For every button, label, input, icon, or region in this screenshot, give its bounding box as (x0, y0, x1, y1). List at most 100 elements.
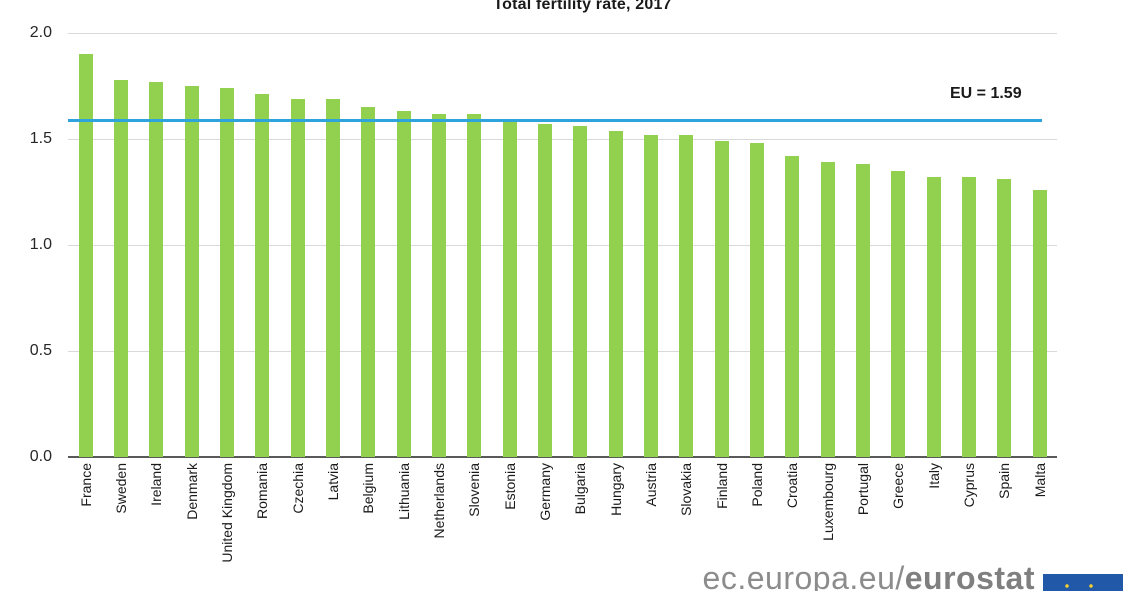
plot-area (68, 33, 1057, 458)
bar-netherlands (431, 113, 446, 457)
bar-czechia (290, 98, 305, 457)
bar-spain (997, 179, 1012, 457)
bar-slot-hungary (598, 33, 633, 457)
eu-reference-line (68, 118, 1042, 122)
x-label-lithuania: Lithuania (395, 463, 412, 520)
bar-slot-malta (1022, 33, 1057, 457)
x-axis-line (68, 456, 1057, 458)
bar-slot-poland (739, 33, 774, 457)
bar-lithuania (396, 111, 411, 457)
x-label-romania: Romania (254, 463, 271, 520)
y-tick-label: 1.0 (29, 236, 52, 253)
bars-group (68, 33, 1057, 457)
bar-croatia (785, 155, 800, 457)
x-label-portugal: Portugal (854, 463, 871, 516)
gridline (68, 33, 1057, 34)
bar-slot-italy (916, 33, 951, 457)
eu-flag-icon (1043, 574, 1123, 591)
x-label-greece: Greece (890, 463, 907, 509)
bar-slot-latvia (315, 33, 350, 457)
bar-romania (255, 94, 270, 457)
bar-germany (537, 124, 552, 457)
gridline (68, 139, 1057, 140)
x-label-luxembourg: Luxembourg (819, 463, 836, 541)
bar-hungary (608, 130, 623, 457)
bar-slot-portugal (845, 33, 880, 457)
bar-slot-france (68, 33, 103, 457)
bar-slot-germany (527, 33, 562, 457)
bar-ireland (149, 81, 164, 457)
bar-denmark (184, 86, 199, 457)
y-tick-label: 0.5 (29, 342, 52, 359)
x-label-hungary: Hungary (607, 463, 624, 516)
x-label-spain: Spain (996, 463, 1013, 499)
bar-slot-bulgaria (563, 33, 598, 457)
bar-sweden (113, 79, 128, 457)
chart-title: Total fertility rate, 2017 (493, 0, 672, 13)
bar-slot-belgium (351, 33, 386, 457)
bar-slot-finland (704, 33, 739, 457)
bar-slot-lithuania (386, 33, 421, 457)
bar-slovakia (679, 134, 694, 457)
x-label-france: France (77, 463, 94, 507)
bar-cyprus (961, 177, 976, 457)
bar-estonia (502, 119, 517, 457)
bar-slot-sweden (103, 33, 138, 457)
x-label-italy: Italy (925, 463, 942, 489)
y-tick-label: 1.5 (29, 130, 52, 147)
eu-reference-label: EU = 1.59 (950, 84, 1022, 102)
watermark-prefix: ec.europa.eu/ (702, 560, 905, 591)
bar-slot-luxembourg (810, 33, 845, 457)
x-label-slovenia: Slovenia (466, 463, 483, 517)
y-tick-label: 0.0 (29, 448, 52, 465)
bar-poland (749, 143, 764, 457)
bar-slot-denmark (174, 33, 209, 457)
bar-slot-ireland (139, 33, 174, 457)
bar-austria (643, 134, 658, 457)
bar-luxembourg (820, 162, 835, 457)
gridline (68, 245, 1057, 246)
x-label-cyprus: Cyprus (960, 463, 977, 508)
x-label-united-kingdom: United Kingdom (218, 463, 235, 563)
bar-latvia (325, 98, 340, 457)
bar-portugal (855, 164, 870, 457)
bar-slot-croatia (775, 33, 810, 457)
bar-malta (1032, 189, 1047, 457)
watermark: ec.europa.eu/eurostat (0, 560, 1035, 591)
bar-slot-greece (881, 33, 916, 457)
x-label-belgium: Belgium (360, 463, 377, 514)
bar-slot-romania (245, 33, 280, 457)
x-label-denmark: Denmark (183, 463, 200, 520)
x-label-poland: Poland (748, 463, 765, 507)
x-label-croatia: Croatia (784, 463, 801, 509)
x-label-slovakia: Slovakia (678, 463, 695, 516)
bar-slot-spain (987, 33, 1022, 457)
bar-slovenia (467, 113, 482, 457)
bar-slot-cyprus (951, 33, 986, 457)
x-label-estonia: Estonia (501, 463, 518, 510)
x-label-czechia: Czechia (289, 463, 306, 514)
bar-slot-slovenia (457, 33, 492, 457)
bar-italy (926, 177, 941, 457)
bar-slot-czechia (280, 33, 315, 457)
bar-belgium (361, 107, 376, 457)
y-tick-label: 2.0 (29, 24, 52, 41)
bar-slot-estonia (492, 33, 527, 457)
x-label-latvia: Latvia (324, 463, 341, 501)
x-label-germany: Germany (536, 463, 553, 521)
bar-slot-slovakia (669, 33, 704, 457)
bar-finland (714, 141, 729, 457)
x-label-sweden: Sweden (112, 463, 129, 514)
bar-greece (891, 170, 906, 457)
x-label-ireland: Ireland (148, 463, 165, 506)
x-label-bulgaria: Bulgaria (572, 463, 589, 515)
x-label-austria: Austria (642, 463, 659, 507)
bar-slot-united-kingdom (209, 33, 244, 457)
gridline (68, 351, 1057, 352)
x-label-finland: Finland (713, 463, 730, 509)
bar-france (78, 54, 93, 457)
bar-slot-netherlands (421, 33, 456, 457)
bar-slot-austria (633, 33, 668, 457)
x-label-netherlands: Netherlands (430, 463, 447, 539)
